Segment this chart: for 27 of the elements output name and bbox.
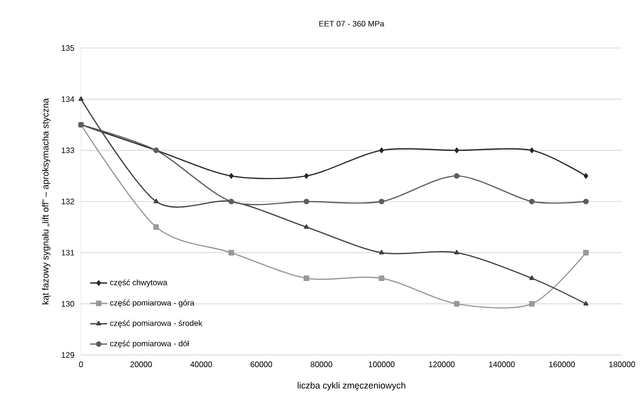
point <box>454 301 460 307</box>
point <box>304 224 309 229</box>
point <box>529 275 534 280</box>
point <box>78 96 84 101</box>
point <box>529 198 535 204</box>
point <box>304 275 310 282</box>
point <box>454 148 459 154</box>
point <box>154 198 159 204</box>
x-axis-title: liczba cykli zmęczeniowych <box>298 382 406 390</box>
point <box>304 173 309 179</box>
point <box>583 250 589 256</box>
point <box>454 173 460 179</box>
point <box>378 198 384 204</box>
point <box>378 275 384 282</box>
point <box>153 224 159 230</box>
point <box>584 173 588 179</box>
point <box>304 198 310 204</box>
point <box>529 301 535 307</box>
point <box>583 301 588 306</box>
point <box>379 148 384 154</box>
point <box>454 250 460 254</box>
y-axis-title: kąt fazowy sygnału „lift off” – aproksymacha styczna <box>42 98 50 304</box>
point <box>379 250 384 254</box>
point <box>229 173 234 179</box>
point <box>228 250 234 256</box>
point <box>583 198 589 204</box>
point <box>530 148 534 154</box>
